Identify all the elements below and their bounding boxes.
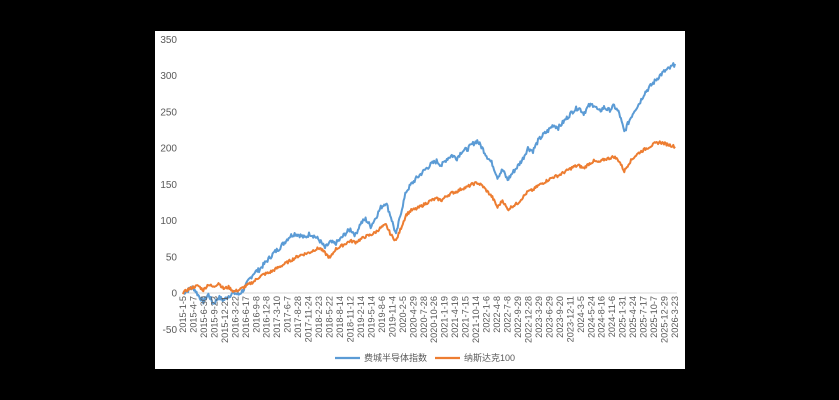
- x-tick-label: 2025-12-29: [660, 296, 670, 343]
- series-lines: [182, 62, 676, 305]
- chart-card: -50 0 50 100 150 200 250 300 350 2015-1-5 2015-4-…: [155, 31, 685, 369]
- x-tick-label: 2017-8-28: [293, 296, 303, 338]
- series-line-sox: [182, 62, 676, 305]
- y-tick-label: 350: [160, 35, 177, 46]
- x-tick-label: 2024-8-16: [597, 296, 607, 338]
- x-tick-label: 2015-12-21: [220, 296, 230, 343]
- x-tick-label: 2024-5-24: [586, 296, 596, 338]
- x-tick-label: 2025-10-7: [649, 296, 659, 338]
- series-line-ndx: [182, 140, 676, 295]
- x-tick-label: 2017-3-10: [272, 296, 282, 338]
- line-chart: -50 0 50 100 150 200 250 300 350 2015-1-5 2015-4-…: [160, 35, 680, 363]
- x-tick-label: 2015-6-30: [199, 296, 209, 338]
- x-tick-label: 2018-8-14: [335, 296, 345, 338]
- x-tick-label: 2021-7-15: [461, 296, 471, 338]
- y-tick-label: -50: [163, 325, 178, 336]
- x-tick-label: 2016-3-22: [230, 296, 240, 338]
- x-tick-label: 2022-4-8: [492, 296, 502, 333]
- y-tick-label: 250: [160, 107, 177, 118]
- x-tick-label: 2025-4-24: [628, 296, 638, 338]
- x-tick-label: 2015-1-5: [178, 296, 188, 333]
- legend-item-sox: 费城半导体指数: [335, 352, 427, 363]
- x-tick-label: 2022-1-6: [482, 296, 492, 333]
- x-tick-label: 2016-6-17: [241, 296, 251, 338]
- legend-label-sox: 费城半导体指数: [364, 352, 427, 363]
- x-tick-label: 2016-9-8: [251, 296, 261, 333]
- x-tick-label: 2021-10-14: [471, 296, 481, 343]
- legend-item-ndx: 纳斯达克100: [435, 352, 515, 363]
- legend: 费城半导体指数 纳斯达克100: [335, 352, 515, 363]
- y-tick-label: 150: [160, 180, 177, 191]
- x-tick-label: 2018-2-23: [314, 296, 324, 338]
- x-tick-label: 2019-11-4: [387, 296, 397, 337]
- x-tick-label: 2015-9-23: [209, 296, 219, 338]
- x-axis-ticks: 2015-1-5 2015-4-7 2015-6-30 2015-9-23 2015-1…: [178, 296, 680, 343]
- x-tick-label: 2022-12-28: [523, 296, 533, 343]
- x-tick-label: 2021-1-19: [440, 296, 450, 338]
- x-tick-label: 2021-4-19: [450, 296, 460, 338]
- y-tick-label: 200: [160, 144, 177, 155]
- x-tick-label: 2022-9-29: [513, 296, 523, 338]
- x-tick-label: 2025-7-17: [639, 296, 649, 338]
- x-tick-label: 2020-10-26: [429, 296, 439, 343]
- x-tick-label: 2015-4-7: [188, 296, 198, 333]
- x-tick-label: 2023-9-20: [555, 296, 565, 338]
- x-tick-label: 2026-3-23: [670, 296, 680, 338]
- x-tick-label: 2017-6-7: [283, 296, 293, 333]
- y-tick-label: 50: [166, 252, 178, 263]
- x-tick-label: 2019-5-14: [366, 296, 376, 338]
- y-tick-label: 100: [160, 216, 177, 227]
- x-tick-label: 2023-12-11: [565, 296, 575, 342]
- y-tick-label: 0: [171, 289, 177, 300]
- x-tick-label: 2018-11-12: [345, 296, 355, 342]
- x-tick-label: 2020-4-29: [408, 296, 418, 338]
- x-tick-label: 2020-2-5: [398, 296, 408, 333]
- x-tick-label: 2025-1-31: [618, 296, 628, 338]
- y-tick-label: 300: [160, 71, 177, 82]
- x-tick-label: 2016-12-8: [262, 296, 272, 338]
- x-tick-label: 2019-8-6: [377, 296, 387, 333]
- x-tick-label: 2018-5-22: [325, 296, 335, 338]
- legend-label-ndx: 纳斯达克100: [464, 352, 515, 363]
- x-tick-label: 2023-6-29: [544, 296, 554, 338]
- x-tick-label: 2020-7-28: [419, 296, 429, 338]
- x-tick-label: 2024-11-6: [607, 296, 617, 337]
- x-tick-label: 2023-3-29: [534, 296, 544, 338]
- x-tick-label: 2024-3-5: [576, 296, 586, 333]
- x-tick-label: 2019-2-14: [356, 296, 366, 338]
- x-tick-label: 2017-11-24: [304, 296, 314, 342]
- y-axis-ticks: -50 0 50 100 150 200 250 300 350: [160, 35, 177, 336]
- x-tick-label: 2022-7-8: [503, 296, 513, 333]
